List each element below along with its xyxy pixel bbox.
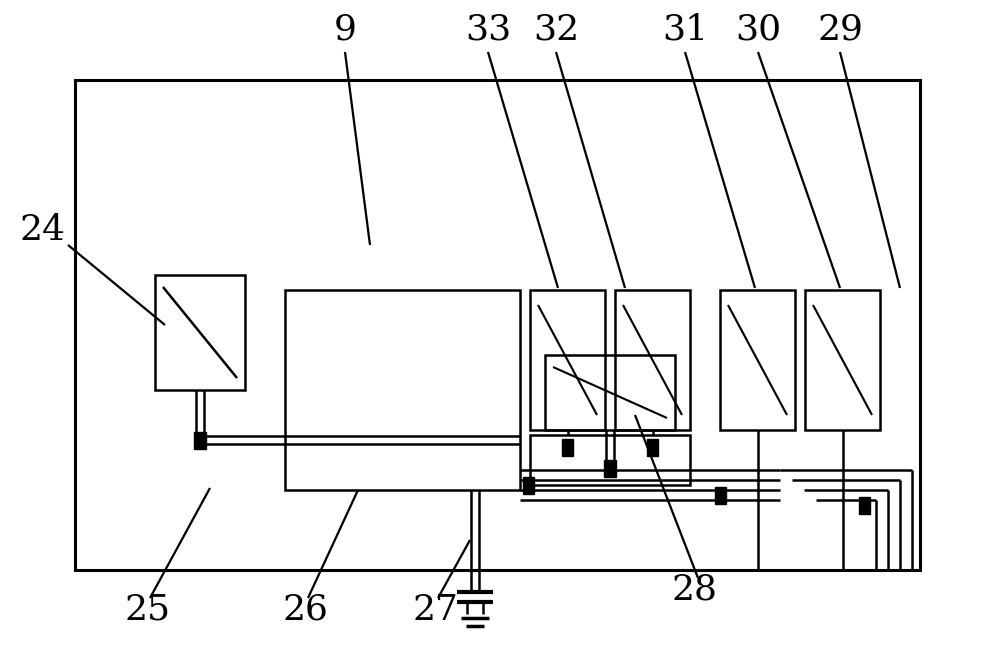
Text: 31: 31 — [662, 13, 708, 47]
Bar — [530, 290, 605, 430]
Bar — [522, 476, 534, 494]
Text: 27: 27 — [412, 593, 458, 627]
Bar — [562, 438, 573, 455]
Bar — [285, 290, 520, 490]
Text: 28: 28 — [672, 573, 718, 607]
Bar — [75, 80, 920, 570]
Text: 33: 33 — [465, 13, 511, 47]
Text: 25: 25 — [125, 593, 171, 627]
Bar — [155, 275, 245, 390]
Bar — [714, 486, 726, 503]
Bar — [530, 435, 690, 485]
Text: 30: 30 — [735, 13, 781, 47]
Text: 24: 24 — [19, 213, 65, 247]
Bar — [805, 290, 880, 430]
Bar — [615, 290, 690, 430]
Text: 32: 32 — [533, 13, 579, 47]
Bar — [720, 290, 795, 430]
Bar — [194, 432, 206, 449]
Text: 29: 29 — [817, 13, 863, 47]
Bar — [647, 438, 658, 455]
Text: 26: 26 — [282, 593, 328, 627]
Bar — [545, 355, 675, 430]
Text: 9: 9 — [334, 13, 356, 47]
Bar — [858, 496, 870, 513]
Bar — [604, 459, 616, 476]
